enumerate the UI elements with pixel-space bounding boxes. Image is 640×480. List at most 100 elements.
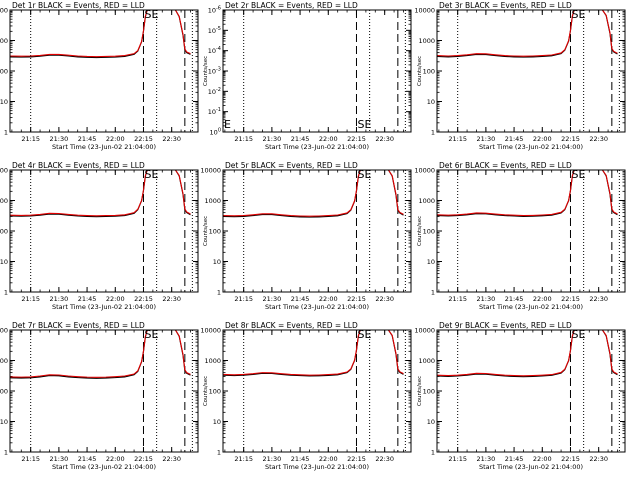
- y-tick-label: 100: [209, 228, 221, 236]
- panel-title: Det 9r BLACK = Events, RED = LLD: [439, 321, 572, 330]
- y-tick-label: 10: [213, 258, 221, 266]
- x-tick-label: 21:45: [291, 135, 310, 143]
- series-events-line: [10, 330, 191, 379]
- y-tick-label: 100: [423, 388, 435, 396]
- y-tick-label: 10-3: [208, 67, 221, 76]
- x-tick-label: 21:15: [234, 135, 253, 143]
- panel-title: Det 8r BLACK = Events, RED = LLD: [225, 321, 358, 330]
- y-tick-label: 1: [4, 129, 8, 137]
- plot-frame: [436, 169, 626, 293]
- se-marker-label: SE: [357, 328, 371, 341]
- panel-title: Det 6r BLACK = Events, RED = LLD: [439, 161, 572, 170]
- x-tick-label: 21:30: [263, 135, 282, 143]
- y-tick-label: 1: [431, 289, 435, 297]
- x-tick-label: 21:15: [21, 135, 40, 143]
- panel-title: Det 1r BLACK = Events, RED = LLD: [12, 1, 145, 10]
- se-marker-label: SE: [144, 328, 158, 341]
- plot-frame: [9, 9, 199, 133]
- x-tick-label: 22:00: [533, 135, 552, 143]
- x-tick-label: 21:15: [448, 295, 467, 303]
- se-marker-label: SE: [357, 118, 371, 131]
- y-tick-label: 10: [0, 98, 8, 106]
- series-lld-line: [10, 10, 191, 58]
- x-axis-label: Start Time (23-Jun-02 21:04:00): [479, 303, 583, 311]
- x-tick-label: 21:15: [234, 295, 253, 303]
- y-axis-label: Counts/sec: [417, 216, 423, 246]
- series-lld-line: [437, 10, 618, 57]
- panel-det-5r: Det 5r BLACK = Events, RED = LLD 1 10 100 10…: [200, 161, 412, 311]
- y-tick-label: 10-2: [208, 87, 221, 96]
- panel-det-2r: Det 2r BLACK = Events, RED = LLD 100 10-1 1…: [203, 1, 412, 151]
- x-tick-label: 21:30: [477, 295, 496, 303]
- x-tick-label: 22:00: [533, 295, 552, 303]
- x-axis-label: Start Time (23-Jun-02 21:04:00): [52, 143, 156, 151]
- x-tick-label: 22:30: [589, 455, 608, 463]
- y-tick-label: 10: [427, 418, 435, 426]
- se-marker-label: SE: [571, 328, 585, 341]
- x-axis-label: Start Time (23-Jun-02 21:04:00): [265, 463, 369, 471]
- y-axis-label: Counts/sec: [417, 376, 423, 406]
- y-tick-label: 10000: [200, 167, 221, 175]
- y-tick-label: 10: [427, 258, 435, 266]
- x-tick-label: 22:15: [347, 455, 366, 463]
- y-tick-label: 1: [431, 449, 435, 457]
- series-events-line: [223, 170, 404, 218]
- series-lld-line: [223, 170, 404, 217]
- panel-det-8r: Det 8r BLACK = Events, RED = LLD 1 10 100 10…: [200, 321, 412, 471]
- y-tick-label: 10000: [200, 327, 221, 335]
- y-tick-label: 10000: [414, 327, 435, 335]
- y-tick-label: 1000: [418, 357, 435, 365]
- se-marker-label: SE: [571, 168, 585, 181]
- y-axis-label: Counts/sec: [203, 376, 209, 406]
- panel-title: Det 7r BLACK = Events, RED = LLD: [12, 321, 145, 330]
- plot-frame: [222, 9, 412, 133]
- x-tick-label: 21:45: [291, 455, 310, 463]
- y-tick-label: 100: [209, 388, 221, 396]
- plot-frame: [436, 9, 626, 133]
- y-tick-label: 100: [0, 388, 8, 396]
- y-tick-label: 10000: [414, 167, 435, 175]
- se-marker-label: SE: [571, 8, 585, 21]
- x-axis-label: Start Time (23-Jun-02 21:04:00): [479, 463, 583, 471]
- x-tick-label: 22:15: [561, 295, 580, 303]
- x-tick-label: 22:00: [319, 455, 338, 463]
- x-tick-label: 21:45: [78, 295, 97, 303]
- y-tick-label: 1000: [204, 357, 221, 365]
- x-tick-label: 21:30: [50, 455, 69, 463]
- x-tick-label: 21:45: [505, 135, 524, 143]
- y-axis-label: Counts/sec: [203, 216, 209, 246]
- x-tick-label: 21:30: [263, 295, 282, 303]
- y-tick-label: 10: [427, 98, 435, 106]
- y-tick-label: 100: [210, 128, 221, 137]
- x-tick-label: 22:00: [319, 135, 338, 143]
- panel-title: Det 3r BLACK = Events, RED = LLD: [439, 1, 572, 10]
- plot-frame: [9, 169, 199, 293]
- x-tick-label: 22:00: [106, 135, 125, 143]
- series-lld-line: [437, 330, 618, 377]
- panel-title: Det 5r BLACK = Events, RED = LLD: [225, 161, 358, 170]
- panel-det-1r: Det 1r BLACK = Events, RED = LLD 1 10 100 10…: [0, 1, 199, 151]
- y-tick-label: 1000: [0, 197, 8, 205]
- x-tick-label: 22:15: [561, 135, 580, 143]
- x-axis-label: Start Time (23-Jun-02 21:04:00): [265, 143, 369, 151]
- y-tick-label: 1000: [418, 197, 435, 205]
- x-tick-label: 22:30: [375, 135, 394, 143]
- y-tick-label: 10: [213, 418, 221, 426]
- x-tick-label: 21:15: [448, 135, 467, 143]
- se-marker-label: SE: [144, 168, 158, 181]
- x-tick-label: 22:00: [533, 455, 552, 463]
- x-tick-label: 22:15: [134, 295, 153, 303]
- x-tick-label: 21:30: [263, 455, 282, 463]
- x-tick-label: 22:15: [561, 455, 580, 463]
- x-tick-label: 21:30: [477, 135, 496, 143]
- x-tick-label: 21:15: [21, 455, 40, 463]
- x-axis-label: Start Time (23-Jun-02 21:04:00): [52, 303, 156, 311]
- y-tick-label: 1000: [418, 37, 435, 45]
- x-tick-label: 22:15: [134, 455, 153, 463]
- series-events-line: [223, 330, 404, 377]
- y-tick-label: 1: [4, 289, 8, 297]
- x-tick-label: 22:30: [162, 135, 181, 143]
- plot-frame: [222, 169, 412, 293]
- x-axis-label: Start Time (23-Jun-02 21:04:00): [479, 143, 583, 151]
